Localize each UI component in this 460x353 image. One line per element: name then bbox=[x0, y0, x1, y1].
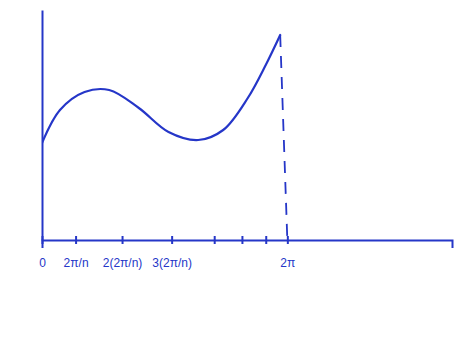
x-tick bbox=[266, 236, 267, 244]
x-tick-label: 2(2π/n) bbox=[103, 256, 143, 270]
x-axis: 0 2π/n 2(2π/n) 3(2π/n) 2π bbox=[39, 236, 452, 270]
dashed-guide bbox=[280, 35, 287, 240]
y-axis-line bbox=[42, 11, 44, 241]
curve bbox=[42, 35, 280, 143]
x-tick-mark bbox=[241, 236, 243, 244]
x-tick-label: 2π bbox=[280, 256, 295, 270]
x-tick bbox=[242, 236, 243, 244]
x-tick: 0 bbox=[39, 236, 46, 270]
x-tick: 2(2π/n) bbox=[103, 236, 143, 270]
x-tick-mark bbox=[265, 236, 267, 244]
x-tick-mark bbox=[171, 236, 173, 244]
x-tick bbox=[214, 236, 215, 244]
x-tick: 3(2π/n) bbox=[152, 236, 192, 270]
x-tick-mark bbox=[287, 236, 289, 244]
x-tick: 2π/n bbox=[64, 236, 89, 270]
x-tick-label: 2π/n bbox=[64, 256, 89, 270]
x-tick-mark bbox=[122, 236, 124, 244]
plot-area bbox=[42, 35, 287, 240]
chart: 0 2π/n 2(2π/n) 3(2π/n) 2π bbox=[0, 0, 460, 353]
x-tick-label: 3(2π/n) bbox=[152, 256, 192, 270]
x-tick-mark bbox=[214, 236, 216, 244]
x-tick-label: 0 bbox=[39, 256, 46, 270]
y-axis bbox=[42, 11, 43, 241]
x-tick: 2π bbox=[280, 236, 295, 270]
x-tick-mark bbox=[75, 236, 77, 244]
x-axis-line bbox=[43, 241, 453, 249]
